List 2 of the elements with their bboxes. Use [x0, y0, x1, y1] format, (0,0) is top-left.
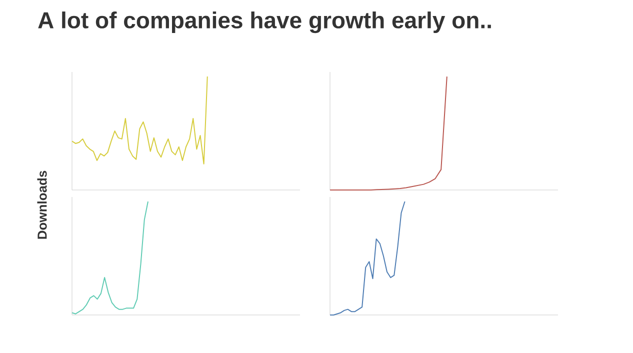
text: Downloads [37, 170, 47, 239]
text: A lot of companies have growth early on.. [38, 12, 491, 34]
